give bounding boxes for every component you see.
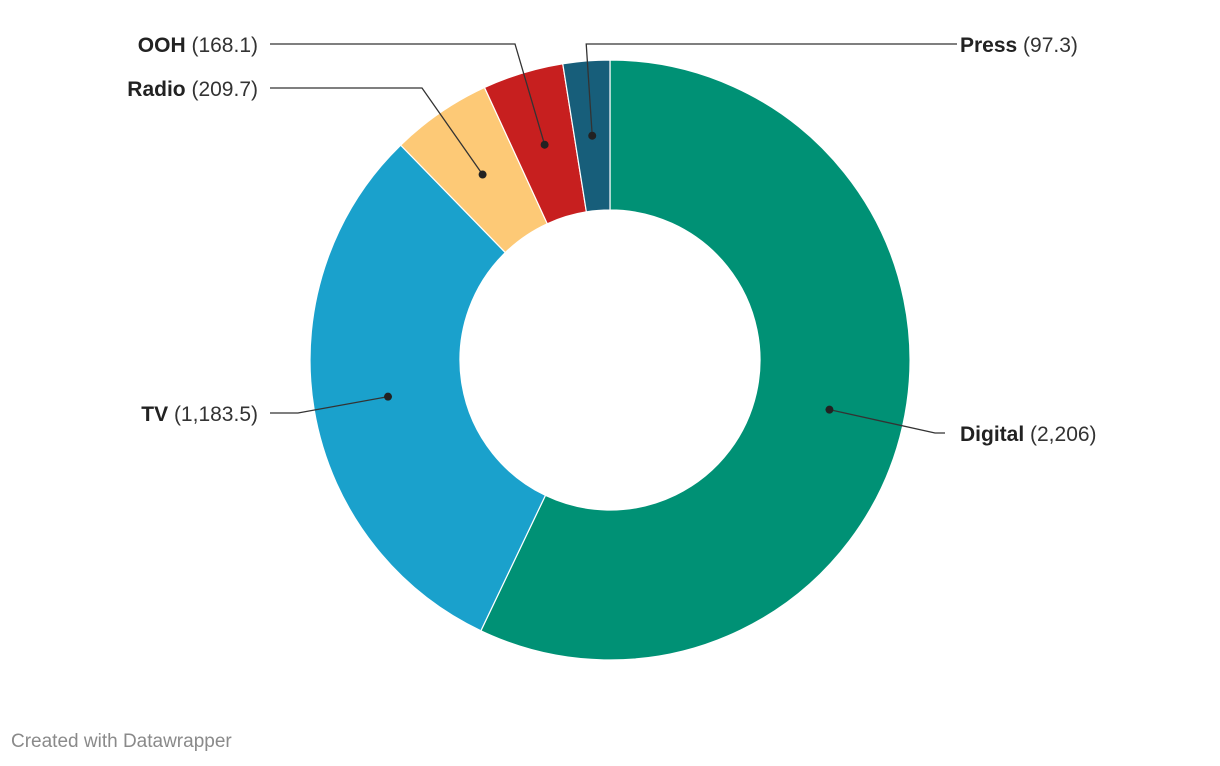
leader-dot-radio (478, 170, 487, 179)
slice-digital[interactable] (480, 59, 911, 661)
slice-label-name: TV (141, 403, 168, 426)
slice-label-name: Digital (960, 423, 1024, 446)
slice-label-value: (97.3) (1017, 34, 1078, 57)
leader-line-tv (270, 396, 389, 414)
leader-dot-press (588, 131, 597, 140)
slice-label-value: (168.1) (186, 34, 258, 57)
leader-dot-digital (825, 405, 834, 414)
slice-label-digital: Digital (2,206) (960, 423, 1097, 446)
leader-line-ooh (270, 43, 546, 145)
leader-dot-tv (384, 392, 393, 401)
slice-label-radio: Radio (209.7) (127, 78, 258, 101)
slice-label-name: Press (960, 34, 1017, 57)
slice-label-value: (209.7) (186, 78, 258, 101)
slice-label-tv: TV (1,183.5) (141, 403, 258, 426)
slice-label-name: Radio (127, 78, 185, 101)
leader-line-digital (829, 409, 945, 434)
slice-label-name: OOH (138, 34, 186, 57)
slice-label-value: (1,183.5) (168, 403, 258, 426)
leader-dot-ooh (540, 140, 549, 149)
slice-label-value: (2,206) (1024, 423, 1096, 446)
credit-text: Created with Datawrapper (11, 731, 232, 752)
leader-line-radio (270, 87, 484, 175)
slice-tv[interactable] (309, 144, 547, 632)
slice-label-ooh: OOH (168.1) (138, 34, 258, 57)
slice-press[interactable] (562, 59, 611, 213)
leader-line-press (585, 43, 957, 136)
slice-label-press: Press (97.3) (960, 34, 1078, 57)
